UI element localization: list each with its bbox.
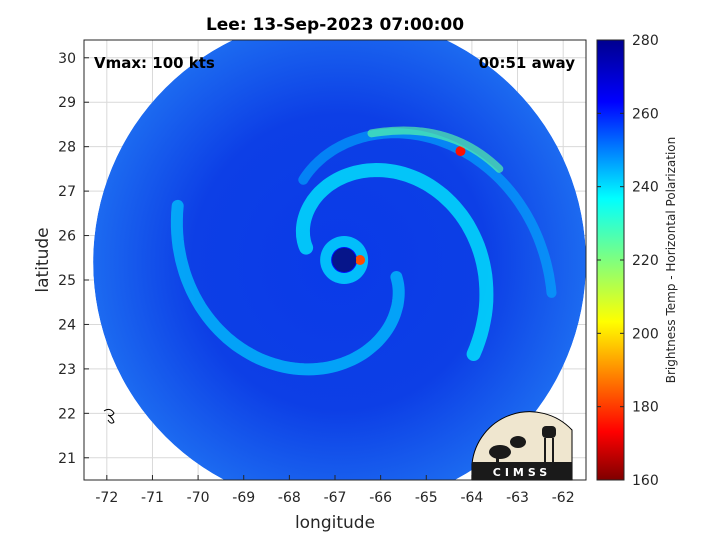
- x-tick-label: -66: [369, 490, 392, 506]
- eye-core: [332, 248, 357, 272]
- y-tick-label: 30: [58, 51, 76, 67]
- colorbar-tick-label: 220: [632, 253, 659, 269]
- x-tick-label: -63: [506, 490, 529, 506]
- logo-text: CIMSS: [493, 466, 551, 479]
- colorbar-tick-label: 240: [632, 180, 659, 196]
- y-tick-label: 25: [58, 273, 76, 289]
- x-tick-label: -70: [187, 490, 210, 506]
- x-tick-label: -62: [552, 490, 575, 506]
- chart-title: Lee: 13-Sep-2023 07:00:00: [206, 15, 464, 35]
- x-axis-ticks: -72 -71 -70 -69 -68 -67 -66 -65 -64 -63 -62: [95, 475, 575, 506]
- inner-band: [295, 162, 494, 361]
- colorbar-tick-label: 180: [632, 400, 659, 416]
- x-tick-label: -67: [324, 490, 347, 506]
- y-tick-label: 29: [58, 95, 76, 111]
- x-tick-label: -64: [460, 490, 483, 506]
- y-tick-label: 21: [58, 451, 76, 467]
- eyewall-max-point: [355, 255, 366, 265]
- x-axis-label: longitude: [295, 513, 375, 533]
- outer-band-max-point: [455, 146, 466, 157]
- plot-area: [93, 40, 586, 480]
- cimss-logo: CIMSS: [471, 411, 573, 481]
- colorbar-ticks: 160 180 200 220 240 260 280: [597, 33, 659, 489]
- east-band: [170, 199, 405, 376]
- time-offset-annotation: 00:51 away: [479, 54, 576, 72]
- coastline: [103, 408, 115, 424]
- colorbar-label: Brightness Temp - Horizontal Polarizatio…: [664, 137, 678, 384]
- x-tick-label: -65: [415, 490, 438, 506]
- y-tick-label: 23: [58, 362, 76, 378]
- rain-bands: [170, 126, 557, 376]
- vmax-annotation: Vmax: 100 kts: [94, 54, 215, 72]
- colorbar: [596, 39, 625, 481]
- y-tick-label: 28: [58, 140, 76, 156]
- x-tick-label: -68: [278, 490, 301, 506]
- x-tick-label: -72: [95, 490, 118, 506]
- north-band: [298, 128, 557, 298]
- y-tick-label: 24: [58, 317, 76, 333]
- colorbar-tick-label: 160: [632, 473, 659, 489]
- outer-arc: [367, 126, 504, 173]
- y-tick-label: 27: [58, 184, 76, 200]
- x-tick-label: -71: [141, 490, 164, 506]
- colorbar-tick-label: 260: [632, 106, 659, 122]
- y-axis-ticks: 21 22 23 24 25 26 27 28 29 30: [58, 51, 89, 467]
- colorbar-tick-label: 280: [632, 33, 659, 49]
- x-tick-label: -69: [232, 490, 255, 506]
- y-axis-label: latitude: [33, 227, 53, 292]
- y-tick-label: 26: [58, 229, 76, 245]
- y-tick-label: 22: [58, 406, 76, 422]
- colorbar-tick-label: 200: [632, 326, 659, 342]
